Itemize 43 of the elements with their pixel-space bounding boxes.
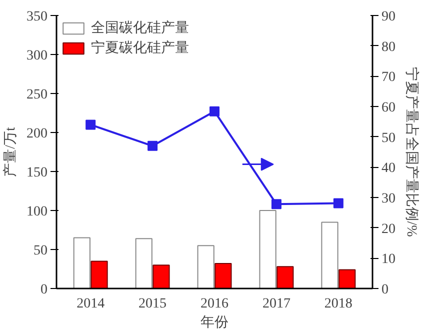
bar xyxy=(276,266,294,288)
y-tick-label: 300 xyxy=(26,48,48,64)
y2-tick-label: 80 xyxy=(382,40,396,55)
y2-tick-label: 30 xyxy=(382,192,396,206)
bar xyxy=(338,269,356,288)
y-tick-label: 50 xyxy=(34,244,48,258)
x-tick-label: 2018 xyxy=(324,296,352,312)
bar xyxy=(73,237,90,288)
y-tick-label: 0 xyxy=(40,282,48,298)
x-tick-label: 2017 xyxy=(262,296,290,312)
point xyxy=(271,199,282,210)
bar xyxy=(152,264,170,288)
x-axis-title: 年份 xyxy=(200,314,228,330)
bar xyxy=(214,263,232,288)
y2-tick-label: 0 xyxy=(382,282,388,298)
point xyxy=(210,106,220,116)
y-tick-label: 200 xyxy=(26,126,48,142)
point xyxy=(86,120,96,130)
bar xyxy=(259,210,276,288)
y2-tick-label: 70 xyxy=(382,70,396,86)
y-tick-label: 100 xyxy=(26,204,48,220)
y-tick-label: 350 xyxy=(26,10,48,24)
bar xyxy=(321,222,338,288)
y2-tick-label: 10 xyxy=(382,252,396,268)
legend-label: 宁夏碳化硅产量 xyxy=(91,39,189,57)
y2-axis-title: 宁夏产量占全国产量比例/% xyxy=(404,67,420,238)
legend-label: 全国碳化硅产量 xyxy=(91,19,189,37)
bar xyxy=(90,260,108,288)
x-tick-label: 2015 xyxy=(138,296,167,312)
y2-tick-label: 60 xyxy=(382,100,396,116)
point xyxy=(333,198,344,208)
y2-tick-label: 90 xyxy=(382,10,396,24)
point xyxy=(148,140,158,151)
y2-tick-label: 40 xyxy=(382,161,396,176)
bar xyxy=(197,245,214,288)
y-axis-title: 产量/万t xyxy=(2,127,18,177)
y2-tick-label: 20 xyxy=(382,222,396,237)
y-tick-label: 150 xyxy=(26,166,48,180)
x-tick-label: 2014 xyxy=(76,296,105,312)
y-tick-label: 250 xyxy=(26,88,48,102)
bar xyxy=(135,238,152,288)
y2-tick-label: 50 xyxy=(382,130,396,146)
x-tick-label: 2016 xyxy=(200,296,228,312)
